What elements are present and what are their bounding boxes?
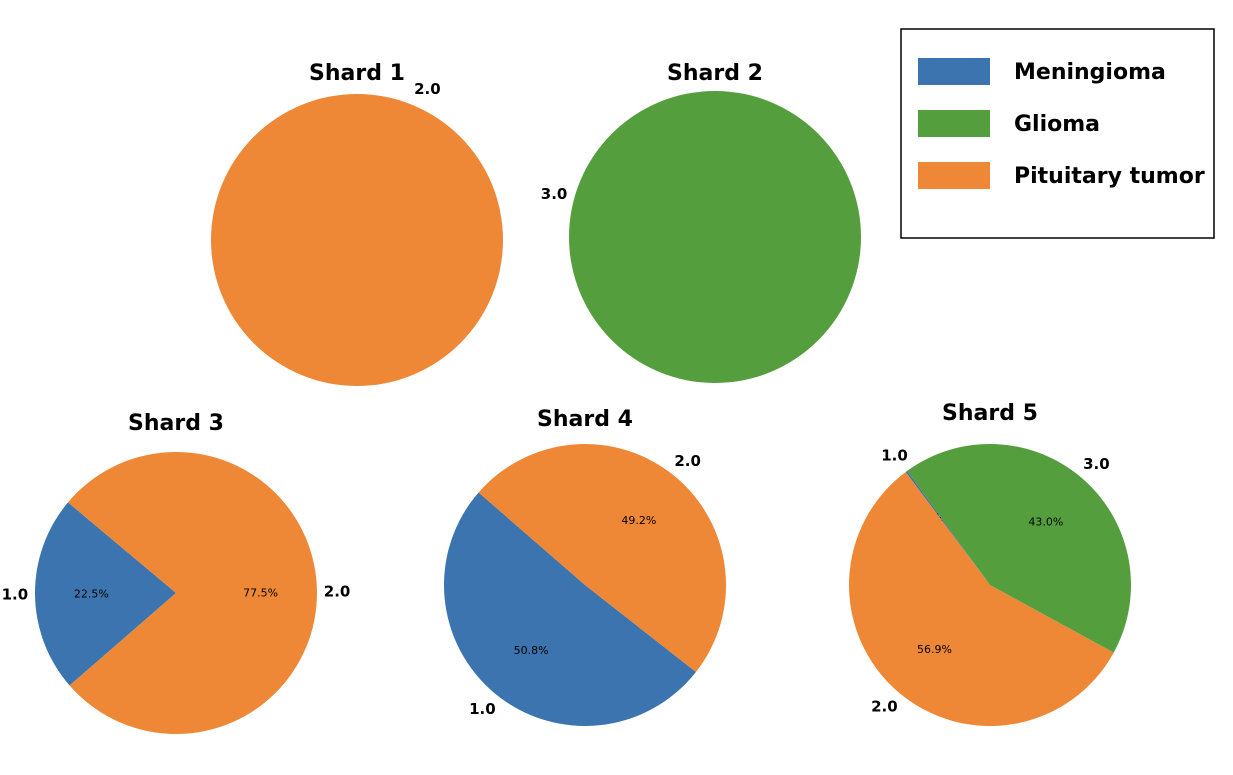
legend-swatch [918,58,990,85]
pie-slice [443,492,696,726]
legend-swatch [918,110,990,137]
pie-slice [569,91,861,383]
pie-slice [67,451,318,734]
slice-percent-label: 56.9% [917,643,952,656]
slice-category-label: 2.0 [674,452,701,470]
pie-title: Shard 1 [309,61,405,86]
pie-slice [478,443,726,673]
slice-percent-label: 22.5% [74,588,109,601]
legend-swatch [918,162,990,189]
pie-slice [907,443,1132,653]
pie-slice [848,471,1114,726]
pie-slice [34,502,176,686]
slice-category-label: 1.0 [469,700,496,718]
pie-slice [211,94,503,386]
slice-category-label: 3.0 [541,185,568,203]
slice-category-label: 2.0 [871,698,898,716]
pie-title: Shard 2 [667,61,763,86]
pie-shard-4: Shard 4 1.0 50.8% 2.0 49.2% [443,407,726,726]
slice-percent-label: 77.5% [243,586,278,599]
legend: Meningioma Glioma Pituitary tumor [900,28,1215,239]
pie-charts-group: Shard 1 2.0 Shard 2 3.0 Shard 3 1.0 22.5% 2.0 77… [2,61,1132,734]
pie-title: Shard 3 [128,411,224,436]
legend-label: Glioma [1014,112,1100,137]
legend-label: Pituitary tumor [1014,164,1205,189]
slice-category-label: 2.0 [324,583,351,601]
pie-title: Shard 5 [942,401,1038,426]
legend-label: Meningioma [1014,60,1166,85]
pie-title: Shard 4 [537,407,633,432]
slice-percent-label: 43.0% [1028,515,1063,528]
slice-category-label: 2.0 [414,80,441,98]
slice-category-label: 1.0 [2,585,29,603]
pie-shard-2: Shard 2 3.0 [541,61,861,383]
slice-category-label: 1.0 [881,446,908,464]
pie-slice [905,470,990,585]
slice-percent-label: 49.2% [621,514,656,527]
pie-shard-3: Shard 3 1.0 22.5% 2.0 77.5% [2,411,351,734]
pie-shard-5: Shard 51.00.2%2.056.9%3.043.0% [848,401,1132,726]
pie-shard-1: Shard 1 2.0 [211,61,503,386]
slice-percent-label: 50.8% [514,644,549,657]
slice-category-label: 3.0 [1083,455,1110,473]
